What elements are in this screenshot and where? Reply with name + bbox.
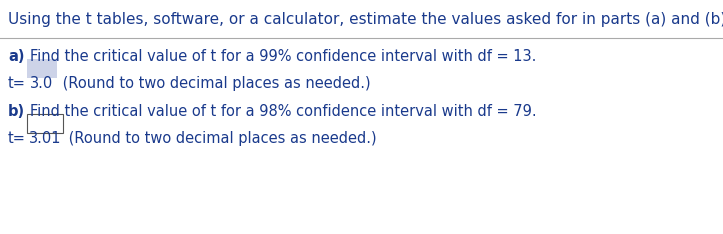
Text: t=: t= [8, 76, 26, 91]
Text: 3.01: 3.01 [29, 131, 61, 146]
Text: t=: t= [8, 131, 26, 146]
Text: a): a) [8, 49, 25, 64]
Text: Find the critical value of t for a 98% confidence interval with df = 79.: Find the critical value of t for a 98% c… [30, 104, 536, 119]
Text: (Round to two decimal places as needed.): (Round to two decimal places as needed.) [64, 131, 377, 146]
Text: b): b) [8, 104, 25, 119]
Text: 3.0: 3.0 [30, 76, 54, 91]
Text: (Round to two decimal places as needed.): (Round to two decimal places as needed.) [58, 76, 371, 91]
Text: Using the t tables, software, or a calculator, estimate the values asked for in : Using the t tables, software, or a calcu… [8, 12, 723, 27]
Text: Find the critical value of t for a 99% confidence interval with df = 13.: Find the critical value of t for a 99% c… [30, 49, 536, 64]
FancyBboxPatch shape [27, 59, 57, 78]
FancyBboxPatch shape [27, 114, 63, 133]
